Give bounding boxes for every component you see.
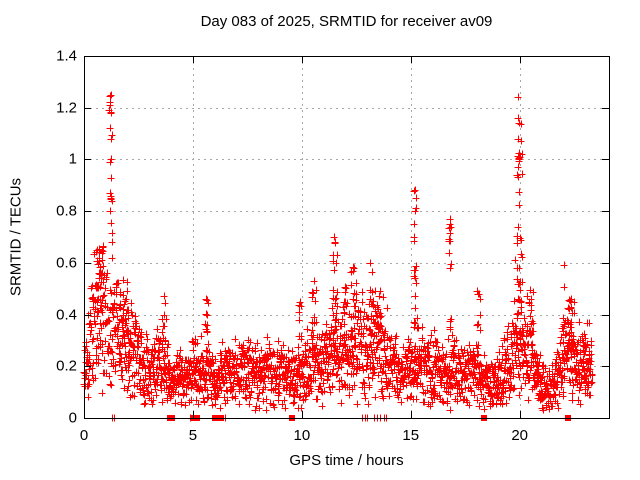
tick-marks	[83, 55, 609, 420]
y-tick-label: 1.2	[56, 99, 77, 117]
y-tick-label: 0	[68, 409, 77, 427]
chart-title: Day 083 of 2025, SRMTID for receiver av0…	[200, 13, 493, 30]
y-tick-label: 0.4	[56, 306, 77, 324]
scatter-points	[80, 91, 596, 414]
y-tick-label: 1	[68, 150, 77, 168]
plot-border	[83, 55, 611, 420]
x-tick-label: 20	[511, 427, 529, 444]
x-tick-label: 15	[402, 427, 420, 444]
x-tick-label: 0	[79, 427, 89, 444]
y-tick-label: 0.6	[56, 254, 77, 272]
y-tick-label: 0.2	[56, 357, 77, 375]
y-tick-label: 0.8	[56, 202, 77, 220]
x-tick-label: 10	[293, 427, 311, 444]
x-tick-label: 5	[188, 427, 198, 444]
y-tick-label: 1.4	[56, 47, 77, 65]
x-axis-label: GPS time / hours	[289, 452, 404, 469]
